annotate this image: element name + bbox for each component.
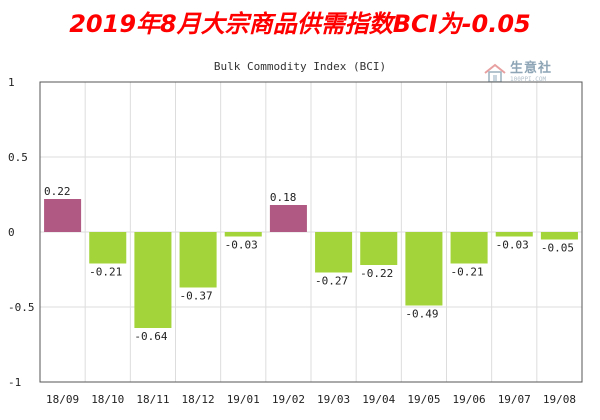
data-label: -0.03	[496, 239, 529, 252]
data-label: -0.03	[225, 239, 258, 252]
x-tick-label: 19/05	[407, 393, 440, 406]
bar-18-09	[44, 199, 82, 232]
data-label: 0.22	[44, 185, 71, 198]
data-label: -0.37	[180, 290, 213, 303]
bar-19-08	[540, 232, 578, 240]
bar-19-05	[405, 232, 443, 306]
bar-18-11	[134, 232, 172, 328]
x-tick-label: 18/09	[46, 393, 79, 406]
data-label: -0.22	[360, 267, 393, 280]
plot-border	[39, 81, 583, 383]
data-label: -0.05	[541, 242, 574, 255]
bar-18-12	[179, 232, 217, 288]
x-tick-label: 18/12	[182, 393, 215, 406]
x-tick-label: 19/02	[272, 393, 305, 406]
x-tick-label: 18/11	[136, 393, 169, 406]
y-tick-label: 0	[8, 226, 15, 239]
bar-19-03	[315, 232, 353, 273]
watermark-text: 生意社	[510, 61, 553, 76]
chart-title: Bulk Commodity Index (BCI)	[213, 60, 387, 73]
x-tick-label: 19/06	[453, 393, 486, 406]
bar-19-06	[450, 232, 488, 264]
x-tick-label: 19/01	[227, 393, 260, 406]
x-tick-label: 19/04	[362, 393, 395, 406]
watermark-logo: 生意社 100PPI.COM	[484, 62, 552, 83]
x-tick-label: 19/07	[498, 393, 531, 406]
y-tick-label: 0.5	[8, 151, 28, 164]
y-tick-label: 1	[8, 76, 15, 89]
y-tick-label: -0.5	[8, 301, 35, 314]
x-tick-label: 18/10	[91, 393, 124, 406]
data-label: 0.18	[270, 191, 297, 204]
data-label: -0.64	[134, 330, 167, 343]
watermark-subtext: 100PPI.COM	[510, 76, 547, 83]
data-label: -0.21	[451, 266, 484, 279]
bar-19-01	[224, 232, 262, 237]
bar-19-02	[269, 205, 307, 232]
bar-19-07	[495, 232, 533, 237]
x-tick-label: 19/08	[543, 393, 576, 406]
bar-18-10	[89, 232, 127, 264]
bar-19-04	[360, 232, 398, 265]
data-label: -0.27	[315, 275, 348, 288]
data-label: -0.21	[89, 266, 122, 279]
data-label: -0.49	[405, 308, 438, 321]
x-tick-label: 19/03	[317, 393, 350, 406]
headline: 2019年8月大宗商品供需指数BCI为-0.05	[69, 10, 531, 38]
y-tick-label: -1	[8, 376, 21, 389]
